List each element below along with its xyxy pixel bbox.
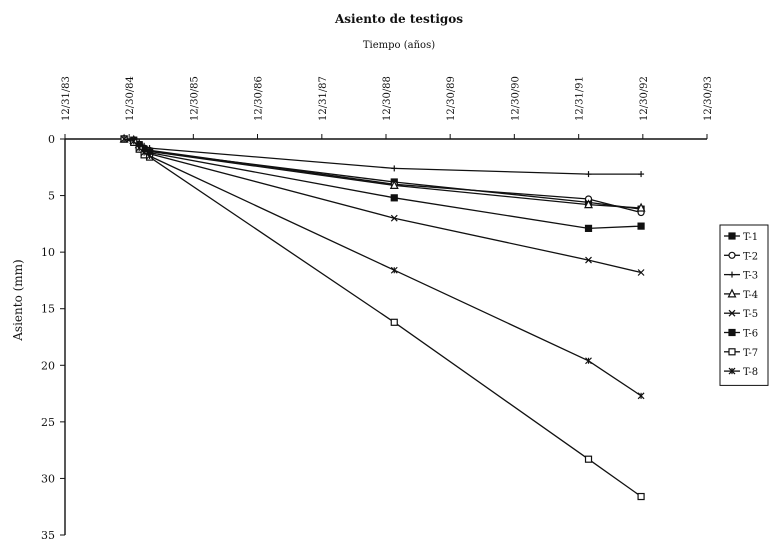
series-marker bbox=[390, 318, 398, 326]
y-tick-label: 25 bbox=[41, 416, 55, 429]
y-tick-label: 10 bbox=[41, 246, 55, 259]
x-tick-label: 12/30/89 bbox=[446, 76, 457, 121]
x-tick-label: 12/30/88 bbox=[382, 76, 393, 121]
legend-item: T-8 bbox=[724, 367, 758, 378]
series-marker bbox=[584, 199, 593, 209]
series-line bbox=[123, 138, 642, 498]
legend-label: T-7 bbox=[743, 348, 758, 359]
series-marker bbox=[585, 357, 592, 365]
y-tick-label: 30 bbox=[41, 472, 55, 485]
series-marker bbox=[728, 348, 736, 356]
series-marker bbox=[584, 455, 593, 463]
series-marker bbox=[638, 171, 645, 178]
series-marker bbox=[584, 224, 593, 232]
x-tick-label: 12/31/83 bbox=[61, 76, 72, 121]
legend-label: T-6 bbox=[743, 329, 758, 340]
series-marker bbox=[140, 149, 148, 157]
x-tick-label: 12/30/90 bbox=[510, 76, 521, 121]
y-tick-label: 0 bbox=[48, 133, 55, 146]
series-marker bbox=[391, 165, 398, 172]
x-tick-label: 12/30/93 bbox=[703, 76, 714, 121]
series-marker bbox=[636, 202, 646, 212]
series-line bbox=[124, 138, 642, 210]
series-marker bbox=[120, 135, 128, 143]
legend-item: T-6 bbox=[724, 329, 758, 340]
legend-label: T-8 bbox=[743, 367, 758, 378]
series-line bbox=[124, 138, 642, 175]
y-tick-label: 5 bbox=[48, 190, 55, 203]
series-line bbox=[124, 138, 642, 214]
series-marker bbox=[637, 392, 645, 400]
series-marker bbox=[637, 492, 645, 501]
y-tick-label: 15 bbox=[41, 303, 55, 316]
y-tick-label: 35 bbox=[41, 529, 55, 542]
series-marker bbox=[728, 309, 736, 317]
x-tick-label: 12/31/87 bbox=[318, 76, 329, 121]
series-t-7 bbox=[120, 135, 645, 501]
series-marker bbox=[390, 214, 398, 222]
legend-box bbox=[719, 224, 769, 386]
series-marker bbox=[637, 222, 645, 230]
chart-title: Asiento de testigos bbox=[334, 12, 463, 26]
x-tick-label: 12/30/92 bbox=[639, 76, 650, 121]
x-tick-label: 12/31/91 bbox=[575, 76, 586, 121]
legend: T-1 T-2 T-3 T-4 T-5 T-6 T-7 T-8 bbox=[719, 224, 769, 386]
legend-label: T-1 bbox=[743, 232, 758, 243]
series-marker bbox=[146, 152, 153, 160]
series-line bbox=[123, 138, 642, 397]
series-marker bbox=[728, 251, 736, 259]
series-marker bbox=[390, 194, 398, 202]
series-marker bbox=[728, 232, 736, 240]
y-tick-label: 20 bbox=[41, 359, 55, 372]
legend-item: T-5 bbox=[724, 309, 758, 320]
legend-item: T-3 bbox=[724, 271, 758, 282]
series-marker bbox=[389, 180, 399, 189]
x-tick-label: 12/30/84 bbox=[125, 76, 136, 121]
series-marker bbox=[728, 367, 736, 375]
series-marker bbox=[390, 266, 398, 274]
series-marker bbox=[585, 171, 592, 178]
legend-label: T-2 bbox=[743, 251, 758, 262]
series-group bbox=[119, 133, 646, 501]
series-marker bbox=[637, 269, 645, 276]
series-t-2 bbox=[120, 135, 645, 217]
axes: 12/31/83 12/30/84 12/30/85 12/30/86 12/31/87… bbox=[41, 76, 714, 542]
y-axis-title: Asiento (mm) bbox=[11, 259, 25, 341]
series-marker bbox=[130, 137, 138, 145]
legend-item: T-4 bbox=[724, 288, 758, 301]
series-t-8 bbox=[120, 135, 645, 400]
legend-label: T-5 bbox=[743, 309, 758, 320]
legend-item: T-2 bbox=[724, 251, 758, 262]
series-marker bbox=[729, 271, 735, 278]
series-marker bbox=[727, 288, 737, 298]
legend-item: T-7 bbox=[724, 348, 758, 359]
series-marker bbox=[728, 328, 736, 337]
x-tick-label: 12/30/85 bbox=[189, 76, 200, 121]
x-tick-label: 12/30/86 bbox=[253, 76, 264, 121]
legend-label: T-3 bbox=[743, 271, 758, 282]
legend-label: T-4 bbox=[743, 290, 758, 301]
x-axis-title: Tiempo (años) bbox=[363, 40, 435, 51]
legend-item: T-1 bbox=[724, 232, 758, 243]
series-marker bbox=[585, 256, 592, 264]
series-t-3 bbox=[121, 136, 645, 178]
